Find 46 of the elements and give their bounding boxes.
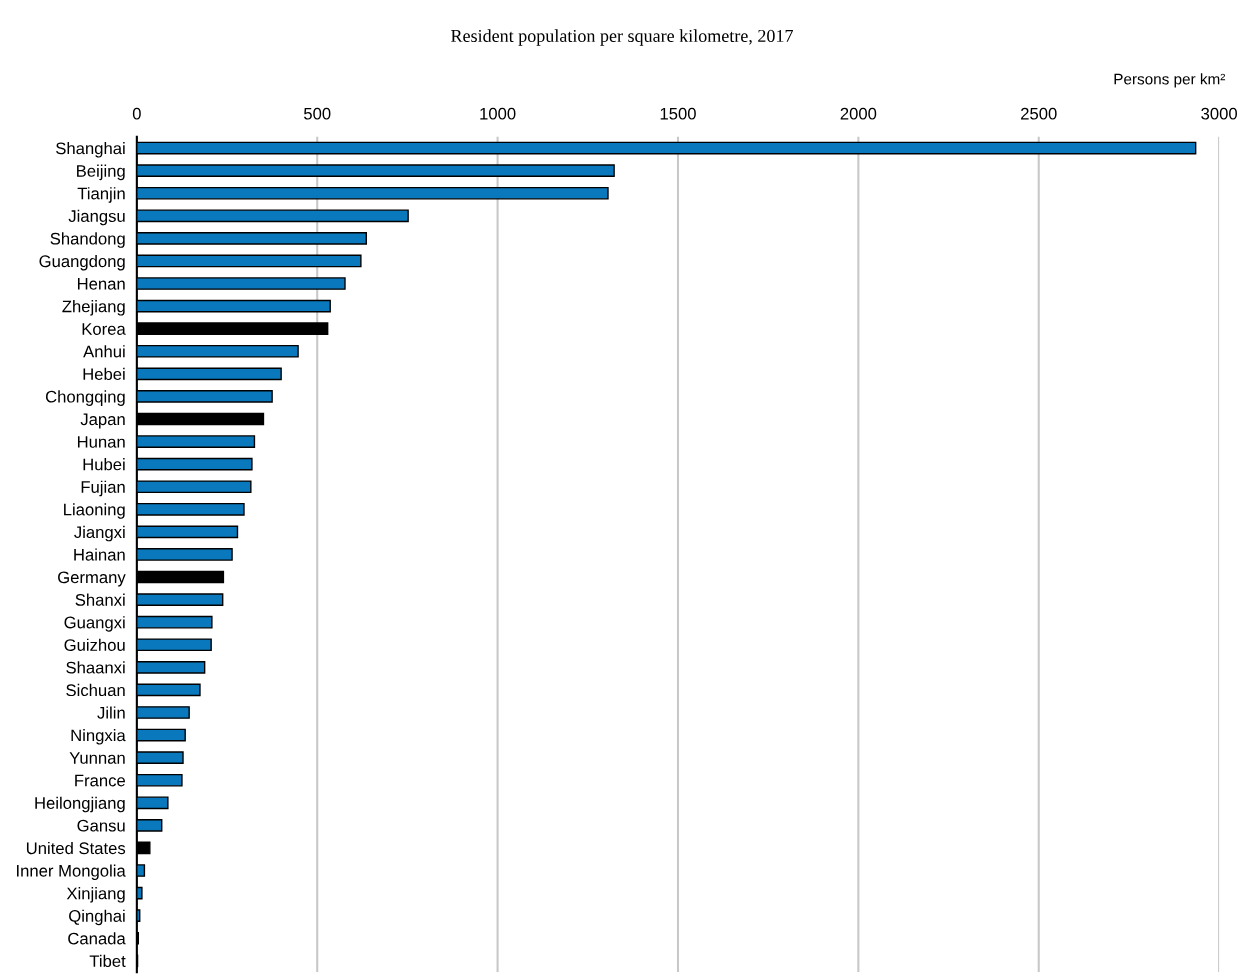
y-tick-label: Anhui <box>83 345 125 358</box>
y-tick-label: Shanghai <box>56 142 125 158</box>
y-tick-label: Heilongjiang <box>35 796 125 813</box>
y-tick-label: Tibet <box>89 954 126 968</box>
y-tick-label: Hebei <box>83 367 125 381</box>
y-tick-label: Ningxia <box>71 729 126 745</box>
y-tick-label: Gansu <box>77 819 125 832</box>
y-tick-label: Inner Mongolia <box>17 864 126 881</box>
y-tick-label: Liaoning <box>64 503 125 519</box>
y-tick-label: Hainan <box>74 548 125 561</box>
y-tick-label: United States <box>26 841 126 855</box>
x-tick-label: 3000 <box>1201 107 1238 120</box>
y-tick-label: Shandong <box>50 232 125 248</box>
y-tick-label: Beijing <box>77 164 125 181</box>
y-tick-label: Yunnan <box>69 752 125 764</box>
y-tick-label: Guizhou <box>64 638 125 651</box>
y-tick-label: Japan <box>80 413 125 429</box>
x-tick-label: 500 <box>303 107 331 120</box>
x-tick-label: 2000 <box>840 107 877 120</box>
y-tick-label: Guangdong <box>39 254 125 271</box>
y-tick-label: Guangxi <box>64 616 125 632</box>
y-tick-label: Qinghai <box>69 909 125 926</box>
y-tick-label: Zhejiang <box>62 300 125 316</box>
y-tick-label: Germany <box>58 571 126 587</box>
y-tick-label: Hunan <box>77 436 125 448</box>
y-tick-label: Fujian <box>81 480 125 497</box>
x-axis-title: Persons per km² <box>1114 73 1226 88</box>
y-tick-label: Canada <box>68 932 126 945</box>
y-tick-label: Henan <box>77 278 125 290</box>
x-tick-label: 2500 <box>1021 107 1057 120</box>
y-tick-label: Shanxi <box>75 593 125 606</box>
chart-title: Resident population per square kilometre, 2017 <box>451 29 793 46</box>
y-tick-label: France <box>75 774 125 787</box>
x-tick-label: 1500 <box>660 107 696 120</box>
y-tick-label: Shaanxi <box>66 661 125 674</box>
x-tick-label: 1000 <box>480 107 516 120</box>
y-tick-label: Sichuan <box>66 683 125 697</box>
y-tick-label: Jiangxi <box>74 525 125 542</box>
y-tick-label: Hubei <box>83 458 125 471</box>
x-tick-label: 0 <box>132 107 141 120</box>
y-tick-label: Chongqing <box>45 390 125 406</box>
y-tick-label: Jiangsu <box>68 209 125 226</box>
y-tick-label: Jilin <box>97 706 125 719</box>
y-tick-label: Xinjiang <box>66 887 125 903</box>
y-tick-label: Tianjin <box>77 187 125 203</box>
y-tick-label: Korea <box>82 323 126 335</box>
